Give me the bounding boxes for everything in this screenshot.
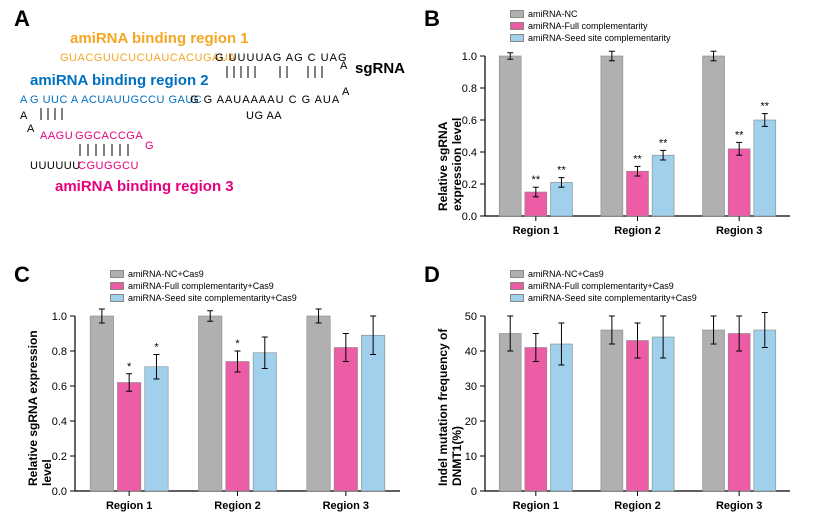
svg-text:Region 3: Region 3 bbox=[716, 225, 762, 237]
svg-text:Region 1: Region 1 bbox=[106, 500, 152, 512]
legend: amiRNA-NC+Cas9amiRNA-Full complementarit… bbox=[110, 268, 297, 304]
basepair-bars bbox=[20, 30, 415, 240]
panel-label-a: A bbox=[14, 6, 30, 32]
svg-text:**: ** bbox=[633, 153, 642, 165]
svg-text:Region 2: Region 2 bbox=[614, 225, 660, 237]
chart-d: 0 10 20 30 40 50 Region 1 Region 2 Region 3 Indel… bbox=[430, 268, 805, 516]
svg-text:0: 0 bbox=[471, 486, 477, 498]
svg-text:Region 3: Region 3 bbox=[323, 500, 369, 512]
svg-text:**: ** bbox=[761, 101, 770, 113]
svg-text:*: * bbox=[235, 338, 240, 350]
chart-c: 0.00.20.40.60.81.0Region 1**Region 2*Reg… bbox=[20, 268, 415, 516]
svg-text:**: ** bbox=[659, 137, 668, 149]
svg-text:**: ** bbox=[532, 174, 541, 186]
legend: amiRNA-NCamiRNA-Full complementarityamiR… bbox=[510, 8, 671, 44]
panel-a-diagram: amiRNA binding region 1 GUACGUUCUCUAUCAC… bbox=[20, 30, 415, 240]
svg-text:50: 50 bbox=[465, 311, 477, 323]
svg-text:30: 30 bbox=[465, 381, 477, 393]
svg-text:Region 1: Region 1 bbox=[513, 500, 559, 512]
svg-text:Region 2: Region 2 bbox=[614, 500, 660, 512]
svg-text:**: ** bbox=[735, 129, 744, 141]
ylabel: Relative sgRNA expression level bbox=[436, 61, 464, 211]
svg-text:40: 40 bbox=[465, 346, 477, 358]
svg-text:Region 3: Region 3 bbox=[716, 500, 762, 512]
ylabel: Indel mutation frequency of DNMT1(%) bbox=[436, 321, 464, 486]
svg-text:0.0: 0.0 bbox=[52, 486, 67, 498]
svg-text:Region 1: Region 1 bbox=[513, 225, 559, 237]
legend: amiRNA-NC+Cas9amiRNA-Full complementarit… bbox=[510, 268, 697, 304]
chart-b: 0.00.20.40.60.81.0Region 1****Region 2**… bbox=[430, 8, 805, 240]
svg-text:**: ** bbox=[557, 165, 566, 177]
ylabel: Relative sgRNA expression level bbox=[26, 321, 54, 486]
svg-text:10: 10 bbox=[465, 451, 477, 463]
svg-text:0.0: 0.0 bbox=[462, 211, 477, 223]
svg-text:20: 20 bbox=[465, 416, 477, 428]
svg-text:*: * bbox=[154, 342, 159, 354]
svg-text:*: * bbox=[127, 361, 132, 373]
svg-text:Region 2: Region 2 bbox=[214, 500, 260, 512]
